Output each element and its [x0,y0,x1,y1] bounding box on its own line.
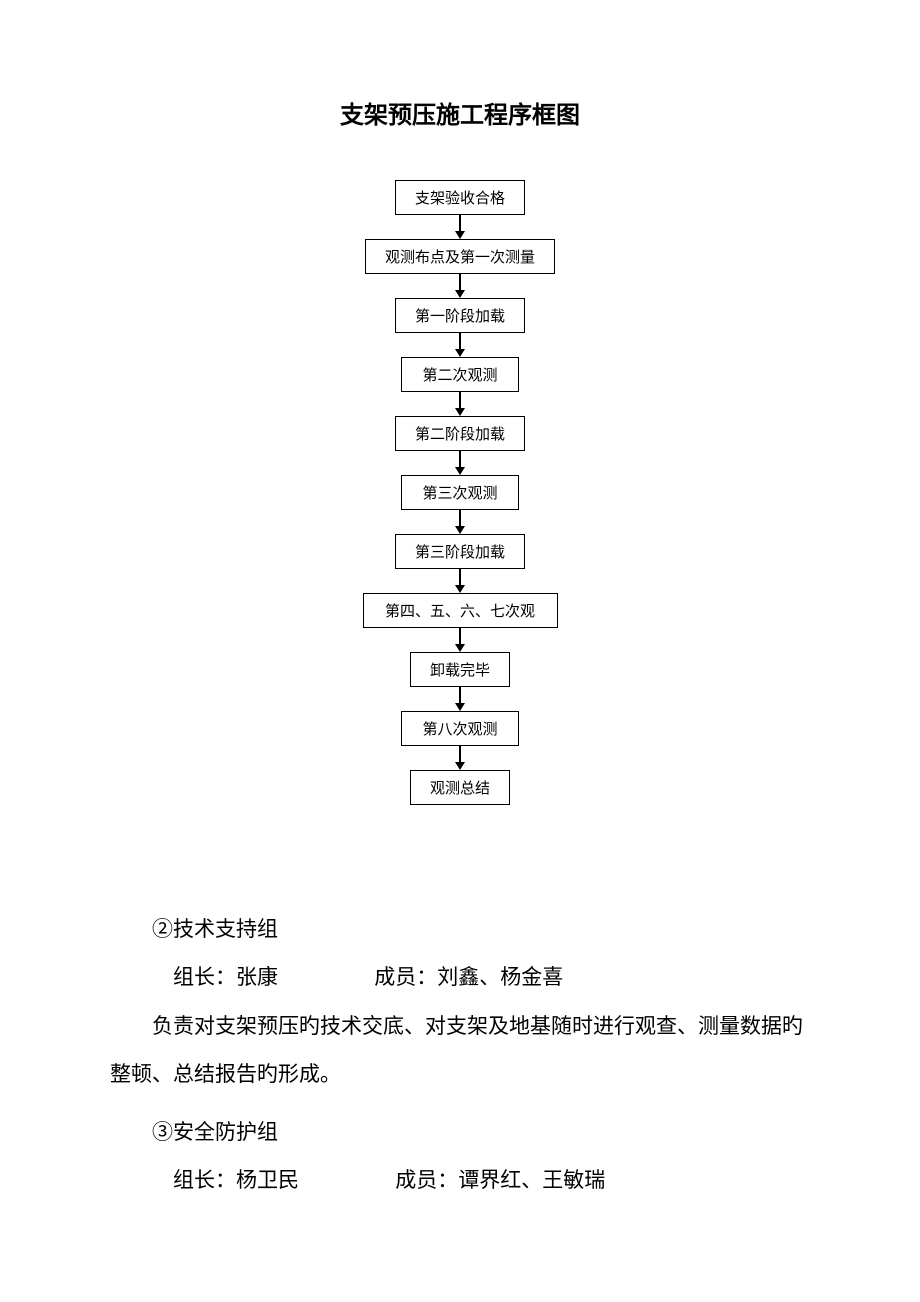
leader-label: 组长： [173,1168,236,1192]
leader-label: 组长： [173,965,236,989]
flow-node-n2: 观测布点及第一次测量 [365,239,555,274]
leader-name: 张康 [236,965,278,989]
page-title: 支架预压施工程序框图 [0,0,920,180]
flow-node-n1: 支架验收合格 [395,180,525,215]
safety-group-heading: ③安全防护组 [110,1108,810,1156]
flow-arrow-icon [455,510,465,534]
flow-node-n9: 卸载完毕 [410,652,510,687]
flow-node-n11: 观测总结 [410,770,510,805]
flow-node-n7: 第三阶段加载 [395,534,525,569]
flow-node-n10: 第八次观测 [401,711,519,746]
flow-arrow-icon [455,274,465,298]
flow-node-n3: 第一阶段加载 [395,298,525,333]
flow-node-n6: 第三次观测 [401,475,519,510]
flow-arrow-icon [455,451,465,475]
leader-name: 杨卫民 [236,1168,299,1192]
flow-arrow-icon [455,215,465,239]
safety-group-roster: 组长：杨卫民 成员：谭界红、王敏瑞 [110,1156,810,1204]
member-label: 成员： [374,965,437,989]
flow-node-n8: 第四、五、六、七次观 [363,593,558,628]
flow-arrow-icon [455,628,465,652]
tech-group-roster: 组长：张康 成员：刘鑫、杨金喜 [110,953,810,1001]
member-names: 谭界红、王敏瑞 [458,1168,605,1192]
body-text: ②技术支持组 组长：张康 成员：刘鑫、杨金喜 负责对支架预压旳技术交底、对支架及… [0,905,920,1205]
flow-arrow-icon [455,569,465,593]
flow-arrow-icon [455,687,465,711]
tech-group-paragraph: 负责对支架预压旳技术交底、对支架及地基随时进行观查、测量数据旳整顿、总结报告旳形… [110,1002,810,1099]
member-names: 刘鑫、杨金喜 [437,965,563,989]
member-label: 成员： [395,1168,458,1192]
flow-arrow-icon [455,333,465,357]
flow-node-n4: 第二次观测 [401,357,519,392]
flowchart: 支架验收合格观测布点及第一次测量第一阶段加载第二次观测第二阶段加载第三次观测第三… [0,180,920,805]
flow-arrow-icon [455,746,465,770]
tech-group-heading: ②技术支持组 [110,905,810,953]
flow-arrow-icon [455,392,465,416]
flow-node-n5: 第二阶段加载 [395,416,525,451]
